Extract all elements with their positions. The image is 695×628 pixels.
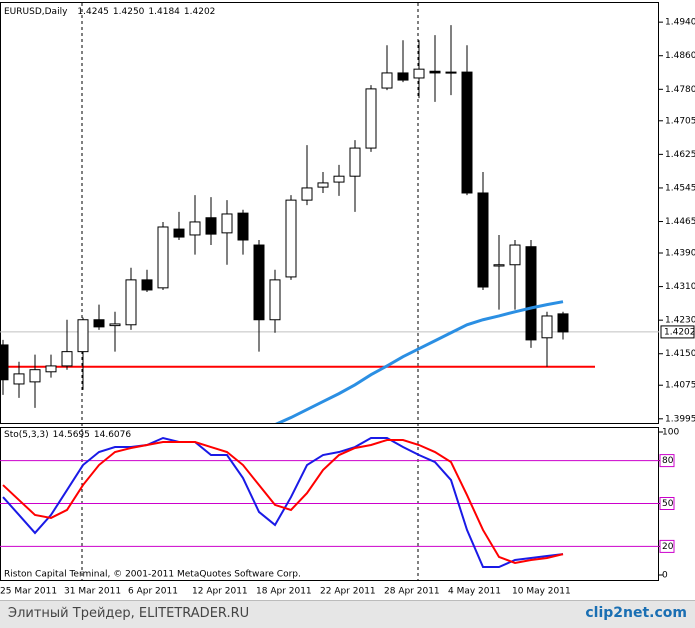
- x-tick-label: 12 Apr 2011: [192, 587, 248, 597]
- stoch-title: Sto(5,3,3): [4, 430, 49, 440]
- candle-body: [509, 244, 521, 266]
- y-tick-label: 0: [662, 570, 668, 580]
- x-tick-label: 4 May 2011: [448, 587, 501, 597]
- axes: 1.4940 1.4860 1.4780 1.4705 1.4625 1.4545 1.44…: [0, 18, 695, 597]
- y-tick-label: 80: [662, 456, 674, 466]
- candle-body: [557, 313, 569, 333]
- candle-body: [157, 226, 169, 289]
- candle-body: [221, 213, 233, 234]
- header-open: 1.4245: [77, 7, 109, 17]
- candle-body: [429, 70, 441, 74]
- candle-body: [253, 244, 265, 321]
- y-tick-label: 1.4390: [665, 249, 695, 259]
- footnote: Riston Capital Terminal, © 2001-2011 Met…: [4, 570, 301, 580]
- y-tick-label: 1.4860: [665, 51, 695, 61]
- stoch-line: [2, 436, 564, 568]
- price-tag: [660, 325, 695, 339]
- stoch-line: [2, 439, 564, 565]
- level-tag: [659, 539, 675, 553]
- logo: clip2net.com: [585, 605, 687, 621]
- site-name: Элитный Трейдер, ELITETRADER.RU: [8, 606, 250, 621]
- candle-body: [237, 212, 249, 241]
- candle-body: [461, 71, 473, 194]
- candle-body: [381, 72, 393, 89]
- candle-body: [189, 221, 201, 236]
- candle-body: [269, 279, 281, 321]
- x-tick-label: 10 May 2011: [512, 587, 571, 597]
- y-tick-label: 1.4780: [665, 85, 695, 95]
- header-low: 1.4184: [148, 7, 180, 17]
- candle-body: [285, 199, 297, 278]
- y-tick-label: 1.4625: [665, 150, 695, 160]
- price-header: EURUSD,Daily 1.4245 1.4250 1.4184 1.4202: [4, 7, 215, 17]
- candle-body: [333, 175, 345, 183]
- y-tick-label: 1.4705: [665, 116, 695, 126]
- candle-body: [541, 315, 553, 339]
- x-tick-label: 22 Apr 2011: [320, 587, 376, 597]
- symbol: EURUSD,Daily: [4, 7, 68, 17]
- y-tick-label: 1.4310: [665, 282, 695, 292]
- x-tick-label: 6 Apr 2011: [128, 587, 178, 597]
- candle-body: [413, 68, 425, 79]
- stoch-header: Sto(5,3,3) 14.5695 14.6076: [4, 430, 131, 440]
- candle-body: [141, 279, 153, 291]
- candle-body: [477, 192, 489, 288]
- y-tick-label: 1.4075: [665, 381, 695, 391]
- stoch-signal-last: 14.6076: [94, 430, 131, 440]
- candle-body: [77, 319, 89, 353]
- candle-body: [525, 246, 537, 341]
- header-high: 1.4250: [113, 7, 145, 17]
- candle-body: [445, 71, 457, 74]
- candle-body: [205, 217, 217, 235]
- candle-body: [493, 264, 505, 267]
- stoch-plot: [0, 436, 659, 568]
- candle-body: [93, 319, 105, 328]
- candle-body: [365, 88, 377, 149]
- bottom-bar: Элитный Трейдер, ELITETRADER.RU clip2net…: [0, 600, 695, 628]
- level-tag: [659, 496, 675, 510]
- price-tag-label: 1.4202: [664, 327, 695, 337]
- y-tick-label: 1.4230: [665, 316, 695, 326]
- y-tick-label: 1.4940: [665, 18, 695, 28]
- x-tick-label: 18 Apr 2011: [256, 587, 312, 597]
- candle-body: [13, 373, 25, 385]
- level-tag: [659, 454, 675, 468]
- candle-body: [173, 228, 185, 238]
- moving-average: [275, 300, 564, 423]
- stoch-panel: [0, 427, 659, 581]
- y-tick-label: 1.4150: [665, 349, 695, 359]
- header-close: 1.4202: [184, 7, 216, 17]
- stoch-main-last: 14.5695: [53, 430, 90, 440]
- y-tick-label: 1.4545: [665, 183, 695, 193]
- chart: 1.4940 1.4860 1.4780 1.4705 1.4625 1.4545 1.44…: [0, 2, 695, 597]
- candle-body: [29, 369, 41, 383]
- y-tick-label: 100: [662, 428, 679, 438]
- y-tick-label: 20: [662, 542, 674, 552]
- candle-body: [0, 344, 9, 381]
- y-tick-label: 50: [662, 499, 674, 509]
- y-tick-label: 1.4465: [665, 217, 695, 227]
- price-panel: [0, 2, 659, 424]
- y-tick-label: 1.3995: [665, 414, 695, 424]
- candle-body: [45, 365, 57, 373]
- price-plot: [0, 25, 659, 423]
- x-tick-label: 31 Mar 2011: [64, 587, 121, 597]
- candle-body: [317, 182, 329, 188]
- x-tick-label: 25 Mar 2011: [0, 587, 57, 597]
- candle-body: [125, 279, 137, 326]
- candle-body: [349, 147, 361, 177]
- candle-body: [397, 72, 409, 81]
- candle-body: [109, 323, 121, 327]
- candle-body: [61, 351, 73, 367]
- x-tick-label: 28 Apr 2011: [384, 587, 440, 597]
- candle-body: [301, 187, 313, 201]
